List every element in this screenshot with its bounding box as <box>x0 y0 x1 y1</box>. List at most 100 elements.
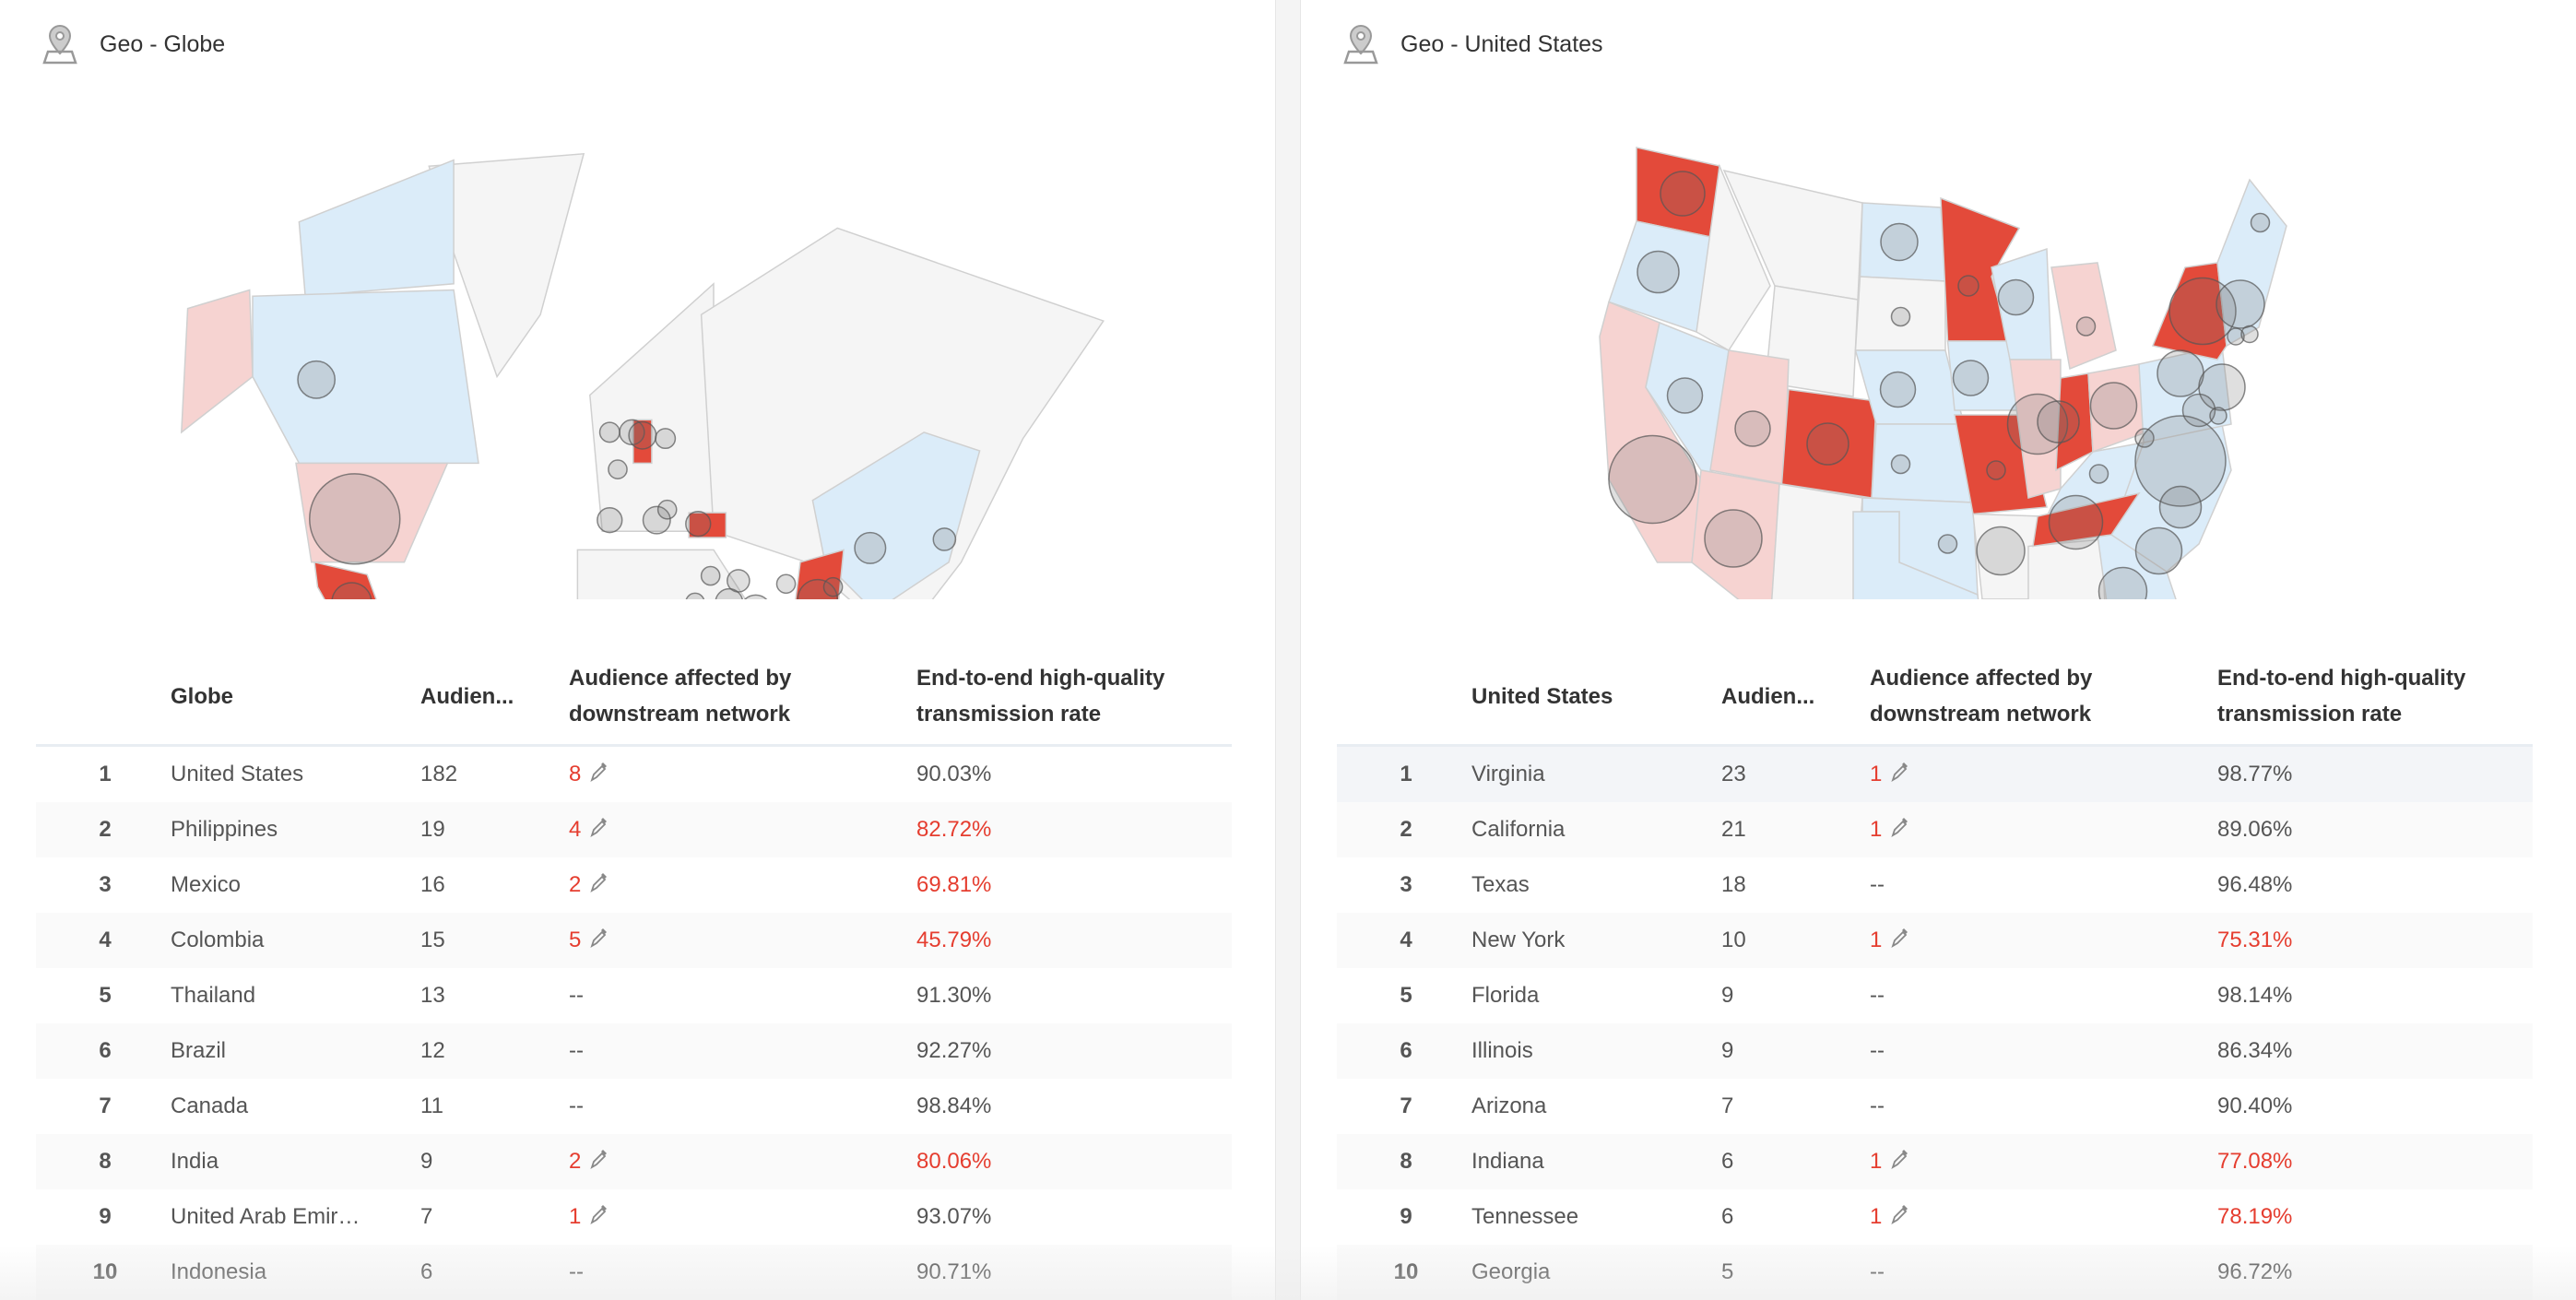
region-turkey[interactable] <box>688 512 727 538</box>
table-row[interactable]: 5 Thailand 13 -- 91.30% <box>36 968 1232 1023</box>
affected-count[interactable]: 4 <box>569 817 582 842</box>
affected-count[interactable]: 1 <box>569 1204 582 1229</box>
audience-bubble[interactable] <box>932 527 957 551</box>
audience-bubble[interactable] <box>2227 327 2245 346</box>
audience-bubble[interactable] <box>1734 410 1771 447</box>
audience-bubble[interactable] <box>2209 407 2227 425</box>
table-row[interactable]: 4 New York 10 1 75.31% <box>1337 913 2533 968</box>
region-asia[interactable] <box>700 227 1105 599</box>
affected-count[interactable]: 8 <box>569 762 582 786</box>
table-row[interactable]: 6 Illinois 9 -- 86.34% <box>1337 1023 2533 1079</box>
table-row[interactable]: 9 United Arab Emir… 7 1 93.07% <box>36 1189 1232 1245</box>
audience-bubble[interactable] <box>2075 316 2097 337</box>
audience-bubble[interactable] <box>1937 534 1958 554</box>
table-row[interactable]: 7 Canada 11 -- 98.84% <box>36 1079 1232 1134</box>
audience-bubble[interactable] <box>1637 250 1680 294</box>
region-usa[interactable] <box>295 462 449 563</box>
table-row[interactable]: 7 Arizona 7 -- 90.40% <box>1337 1079 2533 1134</box>
audience-bubble[interactable] <box>597 506 623 534</box>
eyedropper-icon[interactable] <box>588 816 609 838</box>
audience-bubble[interactable] <box>1880 222 1919 262</box>
audience-bubble[interactable] <box>1957 275 1979 297</box>
audience-bubble[interactable] <box>2048 494 2104 550</box>
table-row[interactable]: 10 Georgia 5 -- 96.72% <box>1337 1245 2533 1300</box>
table-row[interactable]: 8 India 9 2 80.06% <box>36 1134 1232 1189</box>
audience-bubble[interactable] <box>1879 371 1917 408</box>
table-row[interactable]: 8 Indiana 6 1 77.08% <box>1337 1134 2533 1189</box>
column-header-rate[interactable]: End-to-end high-quality transmission rat… <box>916 666 1165 727</box>
state-kansas[interactable] <box>1871 423 1972 503</box>
audience-bubble[interactable] <box>608 459 628 479</box>
audience-bubble[interactable] <box>2134 415 2227 507</box>
audience-bubble[interactable] <box>656 499 678 520</box>
audience-bubble[interactable] <box>331 582 372 599</box>
audience-bubble[interactable] <box>1890 306 1911 327</box>
column-header-audience[interactable]: Audien... <box>420 684 514 709</box>
state-mississippi-alabama[interactable] <box>2027 538 2107 599</box>
column-header-audience[interactable]: Audien... <box>1721 684 1815 709</box>
audience-bubble[interactable] <box>655 428 677 450</box>
table-row[interactable]: 10 Indonesia 6 -- 90.71% <box>36 1245 1232 1300</box>
state-tennessee[interactable] <box>2032 491 2141 548</box>
column-header-affected[interactable]: Audience affected by downstream network <box>1870 666 2093 727</box>
column-header-region[interactable]: Globe <box>171 684 234 709</box>
affected-count[interactable]: 2 <box>569 872 582 897</box>
table-row[interactable]: 2 California 21 1 89.06% <box>1337 802 2533 857</box>
audience-bubble[interactable] <box>2181 393 2216 428</box>
table-row[interactable]: 4 Colombia 15 5 45.79% <box>36 913 1232 968</box>
eyedropper-icon[interactable] <box>588 761 609 783</box>
audience-bubble[interactable] <box>309 473 401 565</box>
eyedropper-icon[interactable] <box>1889 816 1909 838</box>
eyedropper-icon[interactable] <box>588 871 609 893</box>
table-row[interactable]: 3 Mexico 16 2 69.81% <box>36 857 1232 913</box>
audience-bubble[interactable] <box>854 531 887 564</box>
table-row[interactable]: 3 Texas 18 -- 96.48% <box>1337 857 2533 913</box>
audience-bubble[interactable] <box>700 565 721 586</box>
state-arkansas[interactable] <box>1972 513 2043 600</box>
audience-bubble[interactable] <box>2134 526 2183 575</box>
audience-bubble[interactable] <box>2157 349 2204 397</box>
state-michigan[interactable] <box>2050 262 2117 371</box>
eyedropper-icon[interactable] <box>1889 761 1909 783</box>
audience-bubble[interactable] <box>715 587 743 599</box>
region-canada[interactable] <box>252 289 479 465</box>
audience-bubble[interactable] <box>2088 464 2109 484</box>
audience-bubble[interactable] <box>1806 422 1849 466</box>
region-india[interactable] <box>794 549 845 599</box>
eyedropper-icon[interactable] <box>588 1203 609 1225</box>
audience-bubble[interactable] <box>1952 360 1990 396</box>
region-canada-arctic[interactable] <box>298 159 455 298</box>
affected-count[interactable]: 1 <box>1870 762 1883 786</box>
us-map[interactable] <box>1586 129 2305 599</box>
eyedropper-icon[interactable] <box>1889 1148 1909 1170</box>
audience-bubble[interactable] <box>822 576 844 597</box>
audience-bubble[interactable] <box>2158 485 2203 529</box>
table-row[interactable]: 5 Florida 9 -- 98.14% <box>1337 968 2533 1023</box>
audience-bubble[interactable] <box>1666 377 1704 414</box>
audience-bubble[interactable] <box>642 505 671 535</box>
audience-bubble[interactable] <box>1997 278 2035 316</box>
region-mexico[interactable] <box>313 561 392 599</box>
audience-bubble[interactable] <box>685 592 705 599</box>
audience-bubble[interactable] <box>1704 509 1763 568</box>
region-europe[interactable] <box>589 282 715 532</box>
audience-bubble[interactable] <box>297 360 337 399</box>
region-alaska[interactable] <box>180 289 254 434</box>
state-arizona[interactable] <box>1691 469 1780 599</box>
audience-bubble[interactable] <box>1976 526 2026 576</box>
audience-bubble[interactable] <box>2250 212 2271 233</box>
audience-bubble[interactable] <box>2216 279 2265 329</box>
table-row[interactable]: 2 Philippines 19 4 82.72% <box>36 802 1232 857</box>
table-row[interactable]: 1 Virginia 23 1 98.77% <box>1337 747 2533 802</box>
audience-bubble[interactable] <box>740 594 772 599</box>
audience-bubble[interactable] <box>1660 171 1706 217</box>
audience-bubble[interactable] <box>775 573 797 595</box>
state-texas[interactable] <box>1802 511 1987 599</box>
audience-bubble[interactable] <box>2134 428 2155 448</box>
affected-count[interactable]: 1 <box>1870 817 1883 842</box>
audience-bubble[interactable] <box>1890 454 1911 475</box>
region-africa[interactable] <box>576 549 769 599</box>
affected-count[interactable]: 2 <box>569 1149 582 1174</box>
audience-bubble[interactable] <box>1986 460 2006 480</box>
column-header-rate[interactable]: End-to-end high-quality transmission rat… <box>2217 666 2466 727</box>
